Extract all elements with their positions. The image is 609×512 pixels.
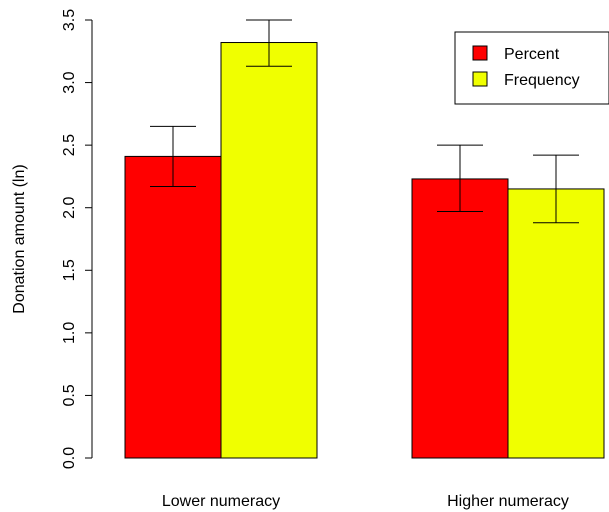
legend-label-percent: Percent <box>504 46 560 63</box>
y-tick-label: 2.5 <box>61 134 78 156</box>
legend: Percent Frequency <box>454 31 609 105</box>
category-label: Higher numeracy <box>447 493 569 510</box>
bar-frequency-1 <box>507 188 605 459</box>
y-tick-label: 3.0 <box>61 71 78 93</box>
y-tick-label: 0.0 <box>61 447 78 469</box>
y-ticks: 0.0 0.5 1.0 1.5 2.0 2.5 3.0 3.5 <box>61 9 92 469</box>
legend-label-frequency: Frequency <box>504 72 580 89</box>
y-axis: 0.0 0.5 1.0 1.5 2.0 2.5 3.0 3.5 <box>61 9 93 469</box>
y-tick-label: 2.0 <box>61 196 78 218</box>
category-labels: Lower numeracy Higher numeracy <box>162 493 569 510</box>
bar-frequency-0 <box>220 42 318 459</box>
y-axis-label: Donation amount (ln) <box>11 164 28 313</box>
y-tick-label: 1.0 <box>61 322 78 344</box>
y-tick-label: 3.5 <box>61 9 78 31</box>
y-tick-label: 0.5 <box>61 384 78 406</box>
error-bar-frequency-1 <box>533 154 579 224</box>
error-bars <box>150 19 579 224</box>
y-tick-label: 1.5 <box>61 259 78 281</box>
legend-swatch-frequency <box>472 71 488 87</box>
category-label: Lower numeracy <box>162 493 280 510</box>
legend-swatch-percent <box>472 45 488 61</box>
bar-percent-1 <box>411 178 509 459</box>
bar-percent-0 <box>124 155 222 459</box>
error-bar-frequency-0 <box>246 19 292 67</box>
error-bar-percent-0 <box>150 125 196 187</box>
bars <box>124 42 605 459</box>
legend-box <box>454 31 609 105</box>
error-bar-percent-1 <box>437 144 483 212</box>
